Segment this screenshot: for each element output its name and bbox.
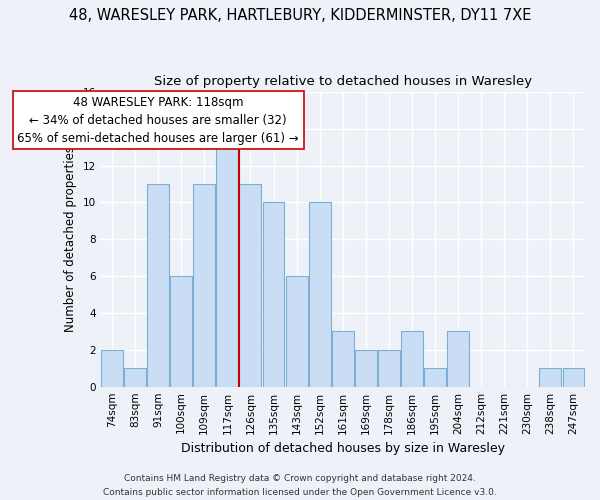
Bar — [124, 368, 146, 386]
Bar — [378, 350, 400, 387]
Bar — [563, 368, 584, 386]
Title: Size of property relative to detached houses in Waresley: Size of property relative to detached ho… — [154, 75, 532, 88]
Bar — [424, 368, 446, 386]
Bar — [217, 147, 238, 386]
Text: 48 WARESLEY PARK: 118sqm
← 34% of detached houses are smaller (32)
65% of semi-d: 48 WARESLEY PARK: 118sqm ← 34% of detach… — [17, 96, 299, 144]
Y-axis label: Number of detached properties: Number of detached properties — [64, 146, 77, 332]
Bar — [332, 332, 353, 386]
Bar — [355, 350, 377, 387]
Bar — [193, 184, 215, 386]
Bar — [308, 202, 331, 386]
Bar — [239, 184, 262, 386]
Bar — [286, 276, 308, 386]
Bar — [170, 276, 192, 386]
Bar — [539, 368, 562, 386]
Bar — [447, 332, 469, 386]
Bar — [401, 332, 423, 386]
X-axis label: Distribution of detached houses by size in Waresley: Distribution of detached houses by size … — [181, 442, 505, 455]
Text: Contains HM Land Registry data © Crown copyright and database right 2024.
Contai: Contains HM Land Registry data © Crown c… — [103, 474, 497, 497]
Bar — [101, 350, 123, 387]
Bar — [263, 202, 284, 386]
Text: 48, WARESLEY PARK, HARTLEBURY, KIDDERMINSTER, DY11 7XE: 48, WARESLEY PARK, HARTLEBURY, KIDDERMIN… — [69, 8, 531, 22]
Bar — [147, 184, 169, 386]
